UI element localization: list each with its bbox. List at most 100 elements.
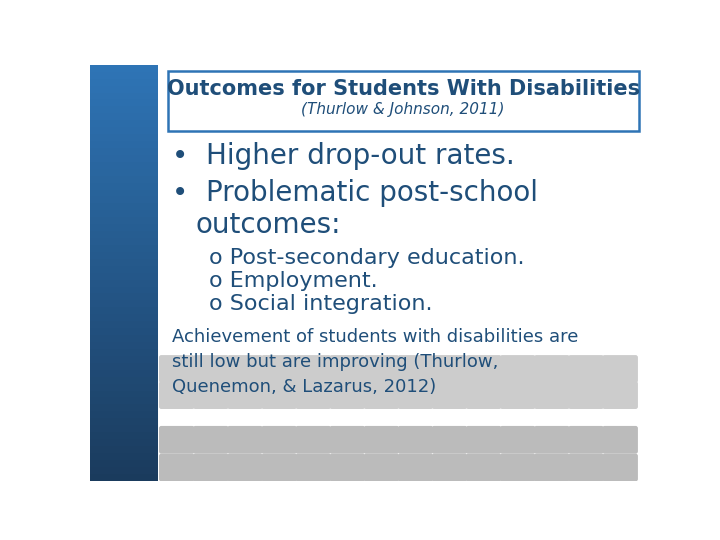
- FancyBboxPatch shape: [432, 381, 467, 409]
- FancyBboxPatch shape: [466, 355, 502, 383]
- FancyBboxPatch shape: [364, 426, 399, 454]
- Text: •  Higher drop-out rates.: • Higher drop-out rates.: [172, 142, 515, 170]
- Bar: [90, 252, 158, 260]
- Bar: [90, 197, 158, 204]
- Bar: [90, 127, 158, 135]
- FancyBboxPatch shape: [534, 426, 570, 454]
- FancyBboxPatch shape: [397, 381, 433, 409]
- Bar: [90, 356, 158, 363]
- FancyBboxPatch shape: [261, 426, 297, 454]
- FancyBboxPatch shape: [534, 381, 570, 409]
- FancyBboxPatch shape: [193, 355, 229, 383]
- Text: outcomes:: outcomes:: [195, 211, 341, 239]
- Bar: [90, 238, 158, 246]
- FancyBboxPatch shape: [602, 355, 638, 383]
- Bar: [90, 404, 158, 412]
- Bar: [90, 321, 158, 329]
- Bar: [90, 307, 158, 315]
- Bar: [90, 335, 158, 343]
- Text: o Social integration.: o Social integration.: [210, 294, 433, 314]
- FancyBboxPatch shape: [228, 426, 263, 454]
- Bar: [90, 141, 158, 148]
- FancyBboxPatch shape: [330, 454, 365, 481]
- Bar: [90, 363, 158, 370]
- Bar: [90, 300, 158, 308]
- FancyBboxPatch shape: [466, 454, 502, 481]
- Bar: [90, 294, 158, 301]
- Bar: [90, 113, 158, 121]
- Bar: [90, 390, 158, 398]
- Bar: [90, 383, 158, 392]
- FancyBboxPatch shape: [261, 355, 297, 383]
- FancyBboxPatch shape: [500, 355, 536, 383]
- Bar: [90, 474, 158, 481]
- Bar: [90, 377, 158, 384]
- FancyBboxPatch shape: [466, 381, 502, 409]
- FancyBboxPatch shape: [364, 454, 399, 481]
- Bar: [90, 148, 158, 156]
- FancyBboxPatch shape: [500, 426, 536, 454]
- Bar: [90, 259, 158, 267]
- FancyBboxPatch shape: [330, 426, 365, 454]
- Bar: [90, 342, 158, 350]
- FancyBboxPatch shape: [159, 355, 194, 383]
- Bar: [90, 183, 158, 190]
- Text: Achievement of students with disabilities are
still low but are improving (Thurl: Achievement of students with disabilitie…: [172, 328, 579, 396]
- FancyBboxPatch shape: [432, 426, 467, 454]
- Bar: [90, 106, 158, 114]
- Bar: [90, 467, 158, 475]
- FancyBboxPatch shape: [193, 426, 229, 454]
- FancyBboxPatch shape: [602, 426, 638, 454]
- Bar: [90, 120, 158, 128]
- FancyBboxPatch shape: [159, 381, 194, 409]
- Bar: [90, 432, 158, 440]
- FancyBboxPatch shape: [159, 454, 194, 481]
- FancyBboxPatch shape: [432, 454, 467, 481]
- Bar: [90, 168, 158, 177]
- Bar: [90, 217, 158, 225]
- Bar: [90, 397, 158, 405]
- FancyBboxPatch shape: [397, 454, 433, 481]
- Bar: [90, 72, 158, 79]
- FancyBboxPatch shape: [568, 454, 604, 481]
- FancyBboxPatch shape: [602, 454, 638, 481]
- FancyBboxPatch shape: [193, 381, 229, 409]
- FancyBboxPatch shape: [397, 355, 433, 383]
- Bar: [90, 287, 158, 294]
- Bar: [90, 245, 158, 253]
- Text: Outcomes for Students With Disabilities: Outcomes for Students With Disabilities: [166, 79, 639, 99]
- FancyBboxPatch shape: [466, 426, 502, 454]
- FancyBboxPatch shape: [397, 426, 433, 454]
- Text: •  Problematic post-school: • Problematic post-school: [172, 179, 538, 207]
- Bar: [90, 411, 158, 419]
- FancyBboxPatch shape: [568, 426, 604, 454]
- FancyBboxPatch shape: [364, 381, 399, 409]
- Bar: [158, 65, 648, 481]
- FancyBboxPatch shape: [432, 355, 467, 383]
- Bar: [90, 92, 158, 100]
- FancyBboxPatch shape: [159, 426, 194, 454]
- FancyBboxPatch shape: [295, 355, 331, 383]
- FancyBboxPatch shape: [261, 381, 297, 409]
- FancyBboxPatch shape: [168, 71, 639, 131]
- FancyBboxPatch shape: [330, 381, 365, 409]
- Bar: [90, 224, 158, 232]
- FancyBboxPatch shape: [568, 355, 604, 383]
- Bar: [90, 446, 158, 454]
- FancyBboxPatch shape: [534, 355, 570, 383]
- FancyBboxPatch shape: [534, 454, 570, 481]
- Text: (Thurlow & Johnson, 2011): (Thurlow & Johnson, 2011): [302, 102, 505, 117]
- FancyBboxPatch shape: [193, 454, 229, 481]
- FancyBboxPatch shape: [500, 381, 536, 409]
- Bar: [90, 439, 158, 447]
- Bar: [90, 370, 158, 377]
- FancyBboxPatch shape: [500, 454, 536, 481]
- Bar: [90, 231, 158, 239]
- FancyBboxPatch shape: [364, 355, 399, 383]
- Bar: [90, 273, 158, 280]
- Bar: [90, 453, 158, 461]
- Bar: [90, 162, 158, 170]
- Bar: [90, 460, 158, 468]
- Text: o Employment.: o Employment.: [210, 271, 378, 291]
- FancyBboxPatch shape: [568, 381, 604, 409]
